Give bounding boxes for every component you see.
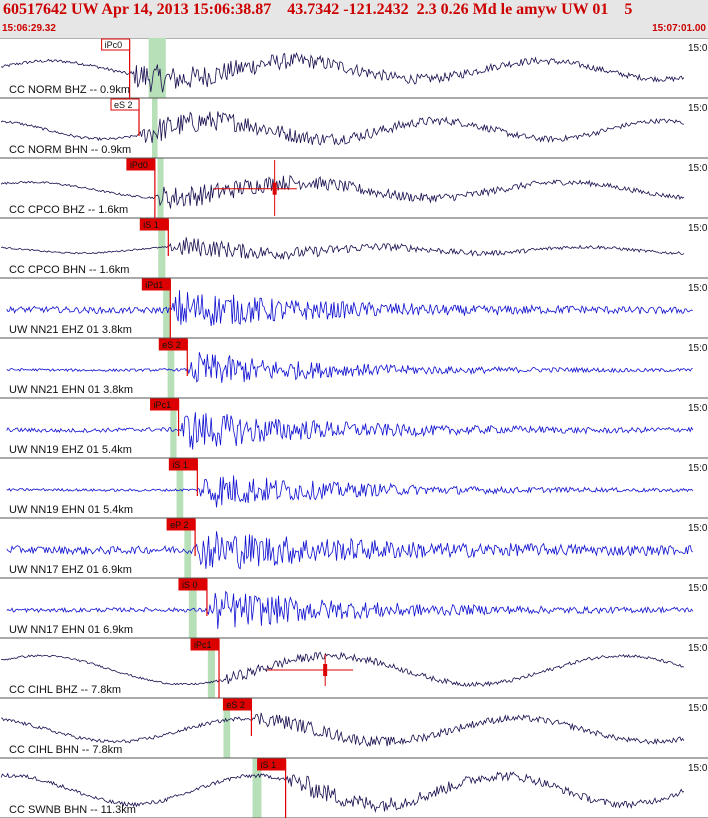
phase-pick-label: iS 1 [143, 220, 159, 230]
phase-pick-label: eS 2 [114, 100, 133, 110]
phase-pick-tag [190, 638, 220, 651]
waveform-trace [0, 175, 685, 209]
waveform-trace [1, 651, 685, 687]
phase-pick-tag [141, 278, 171, 291]
trace-time-tag: 15:0 [688, 223, 708, 234]
analysis-window [184, 518, 192, 578]
phase-pick-label: eS 2 [226, 700, 245, 710]
waveform-trace [0, 771, 685, 813]
phase-pick-tag [126, 158, 156, 171]
trace-time-tag: 15:0 [688, 763, 708, 774]
phase-pick-tag [168, 458, 198, 471]
trace-time-tag: 15:0 [688, 643, 708, 654]
analysis-window [151, 98, 158, 158]
trace-label: UW NN17 EHN 01 6.9km [9, 624, 133, 636]
event-title: 60517642 UW Apr 14, 2013 15:06:38.87 43.… [3, 1, 633, 18]
trace-label: CC SWNB BHN -- 11.3km [9, 804, 136, 816]
trace-label: CC CPCO BHN -- 1.6km [9, 264, 129, 276]
trace-time-tag: 15:0 [688, 283, 708, 294]
trace-label: CC NORM BHN -- 0.9km [9, 144, 131, 156]
trace-time-tag: 15:0 [688, 523, 708, 534]
phase-pick-tag [110, 98, 140, 111]
analysis-window [170, 398, 177, 458]
analysis-windows [148, 38, 262, 818]
phase-pick-label: iS 1 [261, 760, 277, 770]
waveform-trace [6, 412, 694, 450]
trace-time-tag: 15:0 [688, 583, 708, 594]
phase-pick-tag [222, 698, 252, 711]
waveform-trace [0, 237, 685, 261]
waveform-trace [0, 51, 685, 93]
waveform-trace [1, 712, 685, 747]
waveform-trace [0, 111, 684, 146]
phase-pick-label: eS 2 [162, 340, 181, 350]
phase-pick-label: iPc0 [105, 40, 123, 50]
waveform-trace [6, 531, 694, 570]
trace-label: UW NN17 EHZ 01 6.9km [9, 564, 132, 576]
trace-label: CC CIHL BHN -- 7.8km [9, 744, 122, 756]
trace-time-tag: 15:0 [688, 463, 708, 474]
phase-pick-tag [101, 38, 131, 51]
phase-pick-tag [150, 398, 180, 411]
trace-label: UW NN21 EHZ 01 3.8km [9, 324, 132, 336]
trace-label: CC CIHL BHZ -- 7.8km [9, 684, 121, 696]
trace-time-tag: 15:0 [688, 343, 708, 354]
analysis-window [157, 158, 164, 218]
trace-label: CC NORM BHZ -- 0.9km [9, 84, 130, 96]
seismogram-traces: iPc0 CC NORM BHZ -- 0.9km 15:0 eS 2 CC NORM … [0, 38, 708, 818]
analysis-window [207, 638, 215, 698]
phase-pick-label: iS 1 [172, 460, 188, 470]
waveform-trace [6, 590, 694, 629]
seismogram-panel: iPc0 CC NORM BHZ -- 0.9km 15:0 eS 2 CC NORM … [0, 38, 708, 818]
end-time-label: 15:07:01.00 [652, 23, 706, 34]
trace-time-tag: 15:0 [688, 703, 708, 714]
analysis-window [176, 458, 184, 518]
trace-label: UW NN19 EHN 01 5.4km [9, 504, 133, 516]
amplitude-marker-point [272, 182, 277, 195]
phase-pick-label: iS 0 [182, 580, 198, 590]
analysis-window [158, 218, 166, 278]
trace-lines [0, 51, 694, 813]
analysis-window [252, 758, 262, 818]
start-time-label: 15:06:29.32 [2, 23, 56, 34]
phase-pick-tag [178, 578, 208, 591]
trace-time-tag: 15:0 [688, 103, 708, 114]
phase-pick-label: eP 2 [170, 520, 188, 530]
trace-time-tag: 15:0 [688, 163, 708, 174]
event-header: 60517642 UW Apr 14, 2013 15:06:38.87 43.… [0, 0, 708, 39]
phase-pick-label: iPc1 [154, 400, 172, 410]
waveform-trace [6, 290, 693, 326]
trace-time-tag: 15:0 [688, 403, 708, 414]
trace-label: CC CPCO BHZ -- 1.6km [9, 204, 128, 216]
analysis-window [167, 338, 175, 398]
trace-label: UW NN21 EHN 01 3.8km [9, 384, 133, 396]
phase-pick-label: iPc1 [194, 640, 212, 650]
waveform-trace [6, 352, 693, 383]
amplitude-marker-point [323, 664, 328, 676]
phase-pick-label: iPd0 [130, 160, 148, 170]
phase-pick-tag [139, 218, 169, 231]
phase-pick-tag [257, 758, 287, 771]
picks-and-labels: iPc0 CC NORM BHZ -- 0.9km 15:0 eS 2 CC NORM … [0, 38, 708, 818]
waveform-trace [6, 475, 694, 508]
analysis-window [223, 698, 231, 758]
analysis-window [188, 578, 197, 638]
phase-pick-tag [158, 338, 188, 351]
trace-time-tag: 15:0 [688, 43, 708, 54]
trace-label: UW NN19 EHZ 01 5.4km [9, 444, 132, 456]
phase-pick-label: iPd1 [145, 280, 163, 290]
phase-pick-tag [166, 518, 196, 531]
